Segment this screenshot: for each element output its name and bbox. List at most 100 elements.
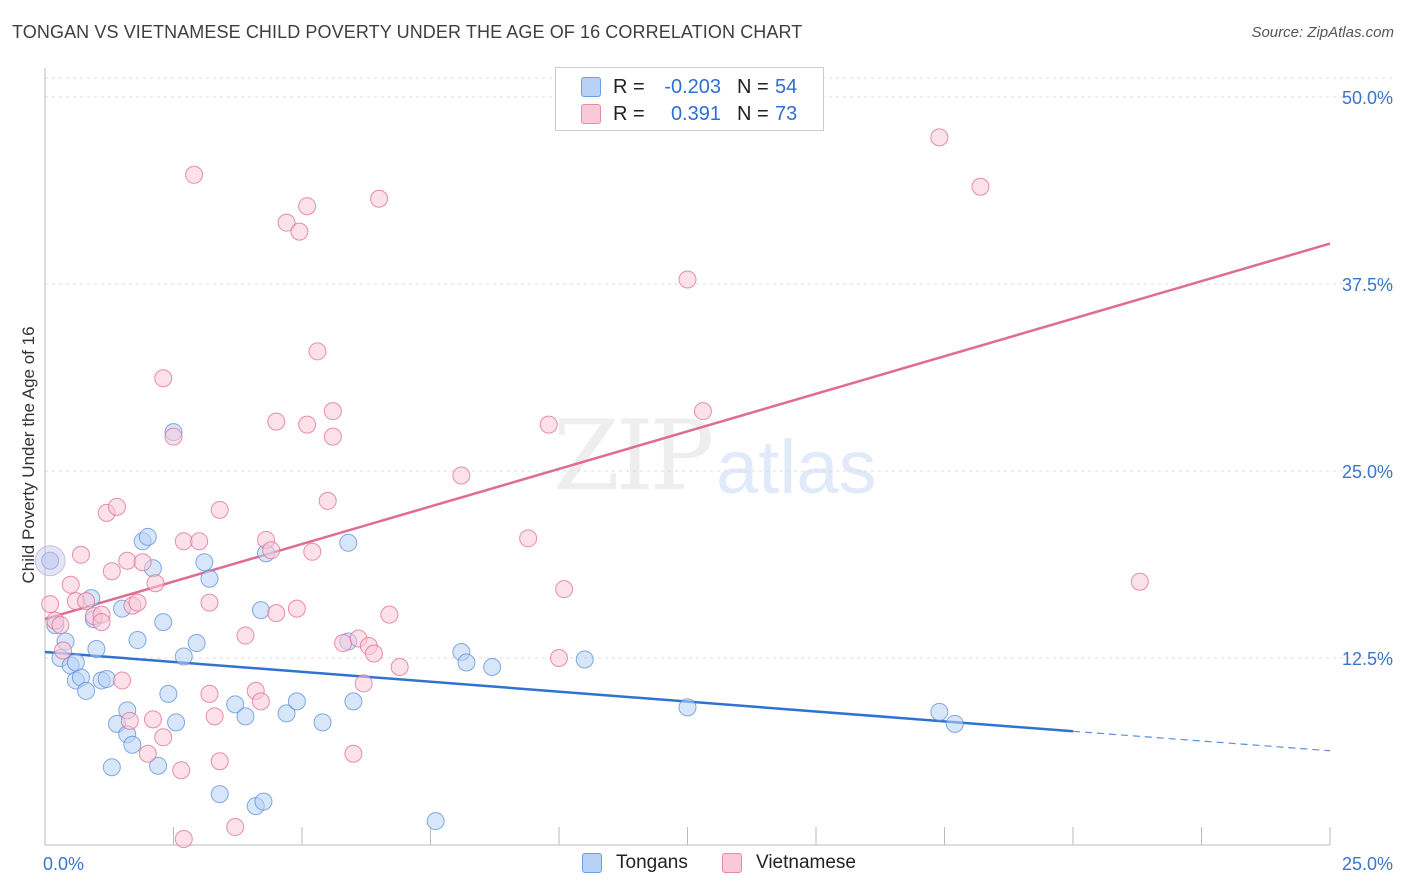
data-point-tongans (149, 756, 168, 775)
data-point-vietnamese (61, 575, 80, 594)
x-tick-label: 25.0% (1342, 854, 1393, 874)
data-point-vietnamese (550, 649, 568, 667)
y-tick-label: 25.0% (1342, 462, 1393, 482)
data-point-tongans (159, 684, 178, 703)
data-point-vietnamese (120, 711, 139, 730)
data-point-tongans (678, 698, 697, 717)
data-point-vietnamese (41, 595, 60, 614)
data-point-vietnamese (287, 599, 306, 618)
watermark-zip: ZIP (553, 400, 714, 512)
trendline-tongans-extension (1072, 730, 1331, 752)
data-point-vietnamese (172, 761, 191, 780)
legend-r-value-vietnamese: 0.391 (670, 102, 721, 125)
legend-item-vietnamese[interactable]: Vietnamese (722, 852, 856, 874)
data-point-tongans (426, 812, 445, 831)
data-point-tongans (195, 553, 214, 572)
series-vietnamese (41, 128, 1149, 849)
axes (44, 68, 1331, 846)
data-point-vietnamese (138, 744, 157, 763)
data-point-tongans (313, 713, 332, 732)
tick-labels: 12.5% 25.0% 37.5% 50.0% 0.0% 25.0% (43, 88, 1393, 874)
data-point-tongans (87, 640, 106, 659)
data-point-vietnamese (77, 592, 96, 611)
source-label: Source: ZipAtlas.com (1251, 24, 1394, 41)
legend-n-value-tongans: 54 (775, 75, 798, 98)
legend-swatch-vietnamese (722, 853, 742, 873)
data-point-vietnamese (452, 466, 471, 485)
y-tick-label: 12.5% (1342, 649, 1393, 669)
data-point-vietnamese (205, 707, 224, 726)
data-point-tongans (254, 792, 273, 811)
data-point-tongans (174, 647, 193, 666)
data-point-tongans (138, 527, 157, 546)
data-point-vietnamese (323, 427, 342, 446)
data-point-tongans (287, 692, 306, 711)
cluster-point (34, 545, 66, 577)
data-point-tongans (251, 601, 270, 620)
y-tick-label: 37.5% (1342, 275, 1393, 295)
legend-n-label: N = (737, 75, 769, 98)
data-point-vietnamese (555, 580, 574, 599)
data-point-vietnamese (971, 177, 990, 196)
legend-label-tongans: Tongans (616, 852, 688, 873)
data-point-tongans (930, 702, 949, 721)
legend-r-label: R = (613, 75, 645, 98)
data-point-vietnamese (277, 213, 296, 232)
data-point-vietnamese (174, 532, 193, 551)
data-point-vietnamese (107, 497, 126, 516)
data-point-vietnamese (118, 551, 137, 570)
data-point-vietnamese (133, 553, 152, 572)
data-point-vietnamese (210, 752, 229, 771)
data-point-vietnamese (190, 532, 209, 551)
data-point-vietnamese (51, 616, 70, 635)
data-point-tongans (575, 650, 594, 669)
data-point-tongans (457, 653, 476, 672)
data-point-tongans (167, 713, 186, 732)
data-point-tongans (41, 551, 60, 570)
data-point-vietnamese (318, 491, 337, 510)
data-point-vietnamese (370, 189, 389, 208)
data-point-tongans (77, 681, 96, 700)
x-tick-label: 0.0% (43, 854, 84, 874)
data-point-vietnamese (236, 626, 255, 645)
legend-swatch-vietnamese (581, 104, 601, 124)
data-point-vietnamese (53, 641, 72, 660)
data-point-vietnamese (693, 402, 712, 421)
data-point-vietnamese (334, 634, 353, 653)
data-point-vietnamese (298, 197, 317, 216)
data-point-tongans (210, 785, 229, 804)
data-point-tongans (236, 707, 255, 726)
data-point-vietnamese (226, 818, 245, 837)
legend-row-tongans: R = -0.203 N = 54 (581, 74, 797, 100)
legend-n-label: N = (737, 102, 769, 125)
data-point-vietnamese (200, 684, 219, 703)
data-point-tongans (344, 692, 363, 711)
data-point-vietnamese (164, 427, 183, 446)
data-point-vietnamese (113, 671, 132, 690)
data-point-vietnamese (251, 692, 270, 711)
data-point-tongans (483, 657, 502, 676)
data-point-vietnamese (344, 744, 363, 763)
data-point-vietnamese (267, 412, 286, 431)
data-point-vietnamese (71, 545, 90, 564)
data-point-vietnamese (210, 500, 229, 519)
data-point-vietnamese (298, 415, 317, 434)
data-point-tongans (128, 631, 147, 650)
data-point-tongans (187, 634, 206, 653)
legend-r-value-tongans: -0.203 (664, 75, 721, 98)
data-point-vietnamese (185, 165, 204, 184)
data-point-vietnamese (262, 541, 281, 560)
data-point-vietnamese (308, 342, 327, 361)
data-point-vietnamese (267, 604, 286, 623)
y-tick-label: 50.0% (1342, 88, 1393, 108)
trendline-tongans (44, 650, 1074, 733)
legend-swatch-tongans (581, 77, 601, 97)
data-point-tongans (200, 569, 219, 588)
grid-lines (45, 77, 1392, 659)
data-point-tongans (66, 653, 85, 672)
legend-label-vietnamese: Vietnamese (756, 852, 856, 873)
legend-item-tongans[interactable]: Tongans (582, 852, 688, 874)
legend-swatch-tongans (582, 853, 602, 873)
data-point-vietnamese (146, 574, 165, 593)
